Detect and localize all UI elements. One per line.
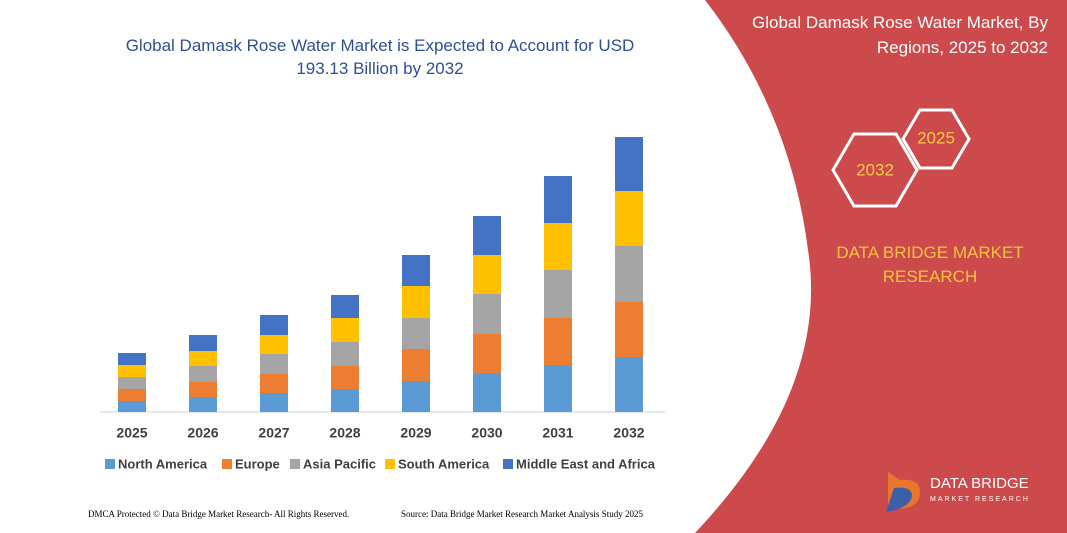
brand: DATA BRIDGE MARKET RESEARCH — [836, 243, 1024, 286]
bar-segment — [473, 216, 501, 255]
bar-segment — [402, 318, 430, 349]
bar-segment — [331, 366, 359, 389]
bar-segment — [118, 353, 146, 365]
bar-segment — [189, 397, 217, 412]
x-tick-label: 2032 — [613, 425, 644, 441]
x-tick-label: 2030 — [471, 425, 502, 441]
bar-segment — [473, 373, 501, 412]
bar-segment — [260, 374, 288, 393]
bar-segment — [544, 223, 572, 270]
bar-segment — [473, 294, 501, 334]
bar-segment — [544, 176, 572, 223]
bar-segment — [118, 365, 146, 377]
legend-label: Asia Pacific — [303, 456, 376, 471]
bar-segment — [189, 351, 217, 366]
logo-mark — [886, 487, 912, 512]
side-panel — [695, 0, 1067, 533]
x-tick-label: 2029 — [400, 425, 431, 441]
badge-hexagon — [901, 108, 971, 170]
bar-segment — [260, 393, 288, 412]
bar-segment — [544, 270, 572, 318]
bar-segment — [473, 334, 501, 373]
legend-swatch — [503, 459, 513, 469]
x-tick-label: 2026 — [187, 425, 218, 441]
bar-segment — [118, 389, 146, 401]
bar-segment — [615, 302, 643, 357]
bar-segment — [260, 315, 288, 335]
footer-left: DMCA Protected © Data Bridge Market Rese… — [88, 509, 349, 519]
x-tick-label: 2027 — [258, 425, 289, 441]
bar-segment — [189, 382, 217, 397]
legend-label: Middle East and Africa — [516, 456, 656, 471]
legend-swatch — [290, 459, 300, 469]
legend-swatch — [385, 459, 395, 469]
footer-right: Source: Data Bridge Market Research Mark… — [401, 509, 643, 519]
bar-segment — [615, 246, 643, 302]
legend-label: South America — [398, 456, 490, 471]
bar-segment — [331, 342, 359, 366]
bar-segment — [331, 389, 359, 412]
chart-title: Global Damask Rose Water Market is Expec… — [125, 36, 635, 78]
bar-segment — [331, 318, 359, 342]
bar-segment — [473, 255, 501, 294]
legend-swatch — [105, 459, 115, 469]
bar-segment — [402, 286, 430, 318]
x-tick-label: 2028 — [329, 425, 360, 441]
bar-segment — [544, 365, 572, 412]
badge-label: 2032 — [856, 160, 894, 179]
logo-name: DATA BRIDGE — [930, 475, 1029, 492]
bar-segment — [615, 357, 643, 412]
legend-label: Europe — [235, 456, 280, 471]
bar-segment — [402, 381, 430, 412]
bar-segment — [615, 137, 643, 191]
bar-segment — [402, 255, 430, 286]
logo-tagline: MARKET RESEARCH — [930, 496, 1030, 503]
bar-segment — [118, 401, 146, 412]
bar-segment — [189, 366, 217, 382]
badge-hexagon — [831, 132, 919, 208]
legend-label: North America — [118, 456, 208, 471]
badge-label: 2025 — [917, 128, 955, 147]
bar-segment — [189, 335, 217, 351]
bar-segment — [544, 318, 572, 365]
bar-segment — [260, 354, 288, 374]
x-tick-label: 2025 — [116, 425, 147, 441]
bar-segment — [615, 191, 643, 246]
bar-segment — [402, 349, 430, 381]
x-tick-label: 2031 — [542, 425, 573, 441]
bar-segment — [331, 295, 359, 318]
bar-segment — [260, 335, 288, 354]
bar-segment — [118, 377, 146, 389]
panel-title: Global Damask Rose Water Market, By Regi… — [751, 13, 1048, 57]
legend-swatch — [222, 459, 232, 469]
